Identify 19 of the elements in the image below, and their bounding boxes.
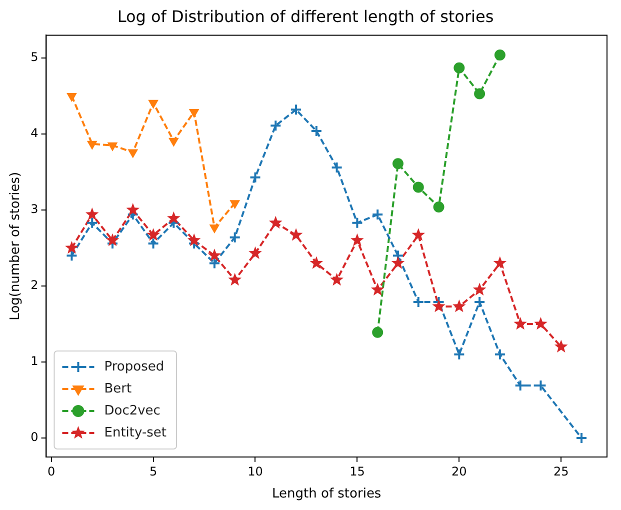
x-axis-title: Length of stories — [272, 486, 382, 502]
x-tick-label: 20 — [452, 464, 467, 478]
y-tick-label: 3 — [30, 202, 38, 216]
y-axis-title: Log(number of stories) — [8, 172, 24, 320]
chart-title: Log of Distribution of different length of stories — [117, 6, 494, 26]
y-tick-label: 5 — [30, 50, 38, 64]
x-tick-label: 10 — [248, 464, 263, 478]
legend-label: Entity-set — [104, 425, 167, 440]
y-tick-label: 1 — [30, 354, 38, 368]
legend-label: Proposed — [104, 359, 164, 374]
x-tick-label: 0 — [48, 464, 56, 478]
x-tick-label: 15 — [350, 464, 365, 478]
x-tick-label: 25 — [553, 464, 569, 478]
y-tick-label: 0 — [30, 430, 38, 444]
y-tick-label: 2 — [30, 278, 38, 292]
x-tick-label: 5 — [149, 464, 158, 478]
legend-label: Bert — [104, 381, 132, 396]
y-tick-label: 4 — [30, 126, 38, 140]
legend-label: Doc2vec — [104, 403, 160, 418]
